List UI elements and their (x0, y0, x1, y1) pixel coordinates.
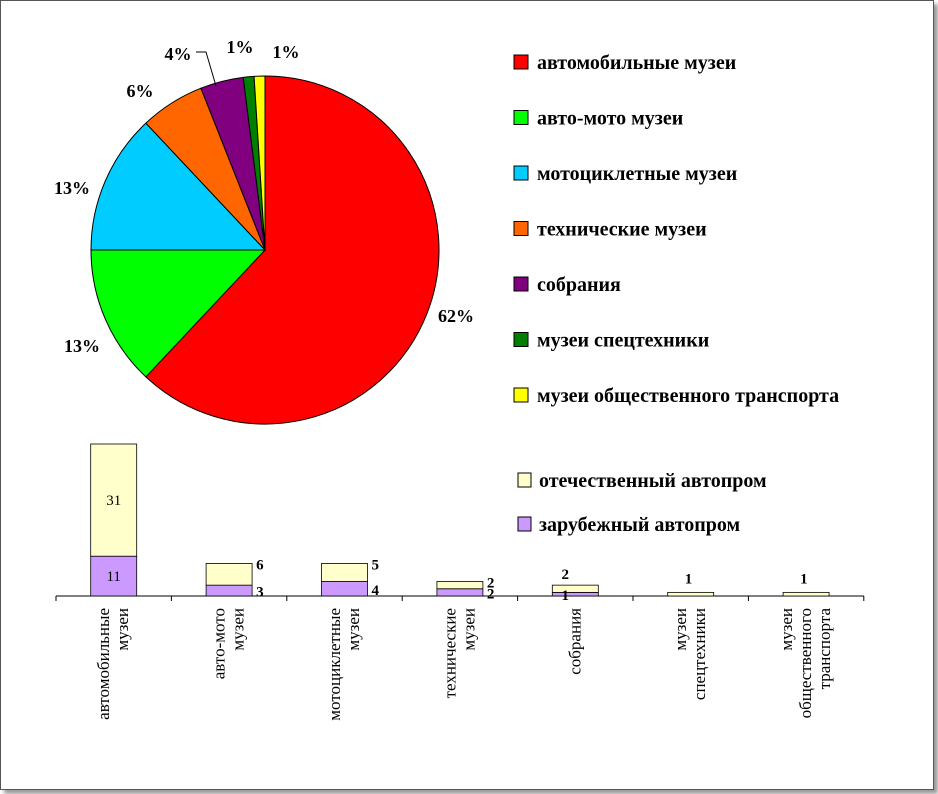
bar-legend: отечественный автопром зарубежный автопро… (517, 470, 767, 536)
pie-data-label: 13% (54, 178, 90, 198)
pie-slice (90, 249, 267, 378)
bar-segment-domestic (321, 563, 368, 582)
legend-label: отечественный автопром (539, 470, 767, 492)
legend-swatch (513, 54, 529, 70)
x-category-label: музеи (671, 608, 690, 651)
bar-segment-foreign (321, 581, 368, 597)
legend-swatch (513, 165, 529, 181)
pie-data-label: 4% (165, 44, 192, 64)
x-category-label: музеи (777, 608, 796, 651)
pie-data-label: 1% (227, 37, 254, 57)
x-category-label: технические (440, 608, 459, 698)
legend-swatch (513, 332, 529, 347)
bar-data-label: 2 (487, 586, 495, 602)
x-category-label: музеи (459, 608, 478, 651)
bar-segment-domestic (436, 581, 484, 590)
x-category-label: музеи (229, 608, 248, 651)
legend-label: зарубежный автопром (539, 514, 740, 536)
x-category-label: музеи (113, 608, 132, 651)
bar-data-label: 5 (372, 557, 380, 573)
bar-data-label: 31 (106, 493, 121, 509)
pie-chart: 62% 13% 13% 6% 4% 1% 1% (54, 37, 474, 425)
pie-data-label: 1% (273, 42, 300, 62)
x-category-label: транспорта (815, 608, 834, 690)
bar-segment-domestic (90, 443, 138, 557)
legend-swatch (517, 472, 532, 488)
pie-legend: автомобильные музеи авто-мото музеи мотоци… (513, 52, 839, 407)
bar-segment-foreign (205, 584, 253, 597)
pie-slice (90, 122, 267, 251)
bar-data-label: 3 (256, 585, 264, 601)
x-category-label: автомобильные (94, 608, 113, 720)
bar-data-label: 4 (372, 583, 380, 599)
pie-data-label: 6% (127, 81, 154, 101)
pie-leader-line (196, 51, 217, 87)
bar-data-label: 6 (256, 557, 264, 573)
bar-segment-domestic (551, 584, 599, 593)
legend-label: музеи общественного транспорта (537, 385, 839, 407)
x-category-label: общественного (796, 608, 815, 718)
legend-label: мотоциклетные музеи (537, 163, 737, 185)
bar-segment-domestic (782, 591, 830, 597)
legend-swatch (513, 110, 529, 125)
legend-label: музеи спецтехники (537, 330, 709, 352)
pie-data-label: 62% (438, 306, 474, 326)
legend-label: собрания (537, 274, 621, 296)
x-category-label: спецтехники (690, 608, 709, 700)
legend-label: автомобильные музеи (537, 52, 736, 74)
x-category-label: музеи (344, 608, 363, 651)
legend-swatch (513, 276, 529, 292)
x-category-label: авто-мото (210, 608, 229, 679)
legend-swatch (513, 221, 529, 236)
bar-data-label: 1 (685, 571, 693, 587)
pie-data-label: 13% (64, 336, 100, 356)
bar-segment-foreign (436, 588, 484, 597)
bar-data-label: 2 (562, 567, 570, 583)
x-category-label: мотоциклетные (325, 608, 344, 721)
bar-data-label: 11 (106, 569, 120, 585)
legend-swatch (517, 516, 532, 532)
x-category-label: собрания (565, 608, 584, 675)
bar-data-label: 1 (800, 571, 808, 587)
bar-data-label: 2 (487, 576, 495, 592)
pie-slice (253, 75, 266, 251)
legend-label: технические музеи (537, 219, 707, 241)
bar-segment-foreign (551, 591, 599, 597)
legend-label: авто-мото музеи (537, 108, 683, 130)
pie-slice (145, 75, 440, 425)
bar-segment-domestic (205, 563, 253, 586)
bar-segment-domestic (667, 591, 715, 597)
bar-data-label: 1 (562, 588, 570, 604)
bar-segment-foreign (90, 555, 138, 597)
legend-swatch (513, 387, 529, 403)
